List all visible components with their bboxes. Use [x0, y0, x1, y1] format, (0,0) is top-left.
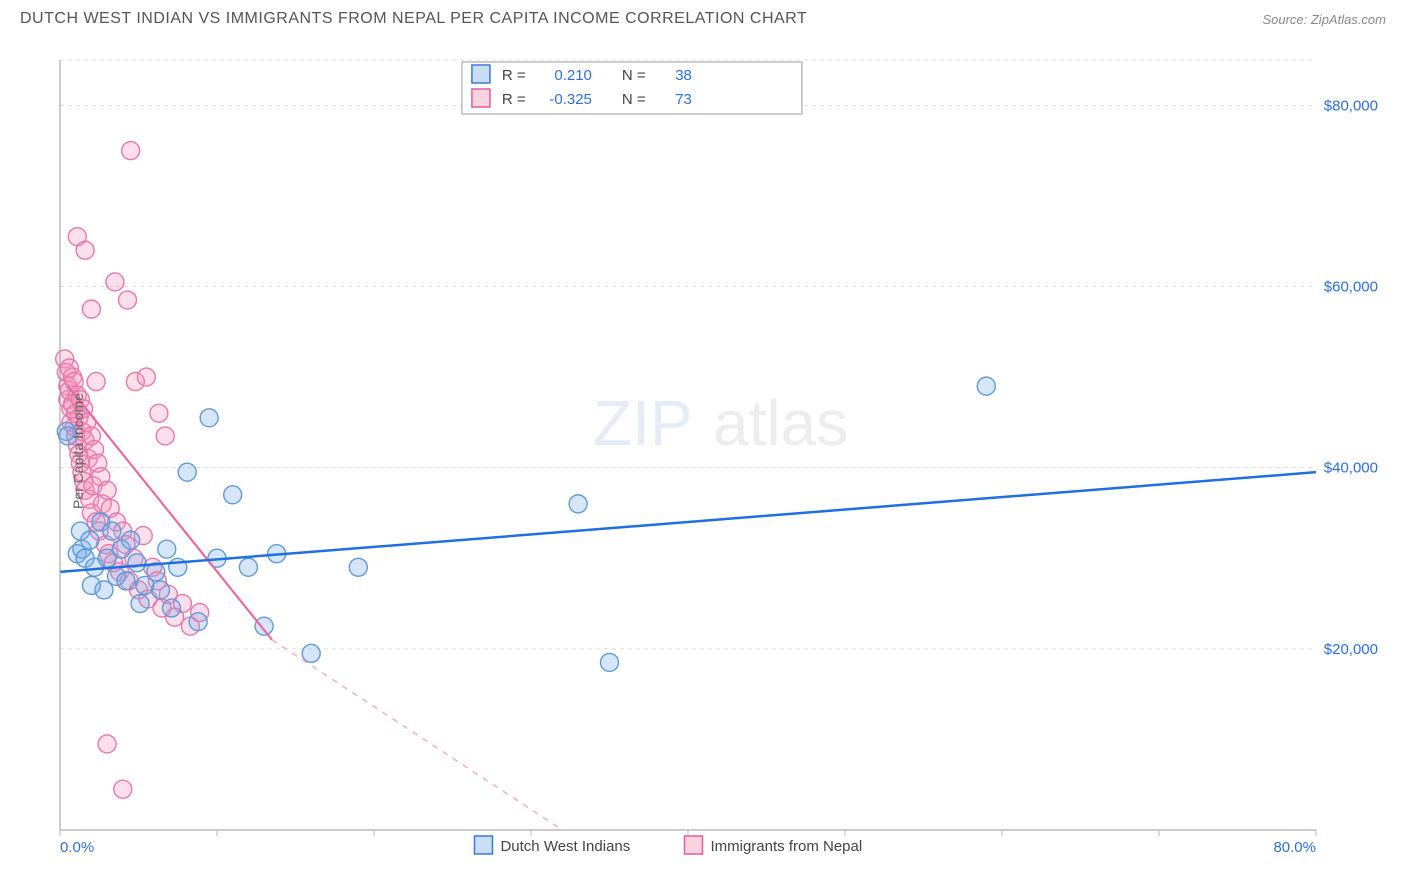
- point-pink: [76, 241, 94, 259]
- svg-text:-0.325: -0.325: [549, 91, 592, 108]
- point-blue: [81, 531, 99, 549]
- scatter-chart: ZIP atlas 0.0% 80.0% $20,000 $40,000 $60,000 $8…: [50, 40, 1386, 860]
- point-blue: [103, 522, 121, 540]
- point-blue: [189, 613, 207, 631]
- point-pink: [98, 735, 116, 753]
- point-pink: [87, 373, 105, 391]
- point-pink: [137, 368, 155, 386]
- svg-text:0.210: 0.210: [554, 67, 592, 84]
- point-blue: [349, 558, 367, 576]
- point-blue: [977, 377, 995, 395]
- point-blue: [224, 486, 242, 504]
- point-pink: [150, 404, 168, 422]
- point-blue: [302, 644, 320, 662]
- svg-text:R =: R =: [502, 67, 526, 84]
- point-blue: [200, 409, 218, 427]
- point-pink: [82, 300, 100, 318]
- svg-text:N =: N =: [622, 67, 646, 84]
- svg-text:80.0%: 80.0%: [1273, 839, 1316, 856]
- svg-text:73: 73: [675, 91, 692, 108]
- svg-text:38: 38: [675, 67, 692, 84]
- point-blue: [601, 653, 619, 671]
- point-pink: [106, 273, 124, 291]
- chart-title: DUTCH WEST INDIAN VS IMMIGRANTS FROM NEP…: [20, 10, 807, 28]
- svg-text:$20,000: $20,000: [1324, 641, 1378, 658]
- point-blue: [569, 495, 587, 513]
- point-blue: [131, 595, 149, 613]
- y-axis-label: Per Capita Income: [70, 393, 86, 509]
- svg-text:N =: N =: [622, 91, 646, 108]
- point-blue: [255, 617, 273, 635]
- source-attribution: Source: ZipAtlas.com: [1262, 12, 1386, 27]
- svg-text:0.0%: 0.0%: [60, 839, 94, 856]
- point-blue: [122, 531, 140, 549]
- watermark-zip: ZIP: [593, 387, 693, 459]
- svg-text:$60,000: $60,000: [1324, 278, 1378, 295]
- point-pink: [156, 427, 174, 445]
- point-pink: [119, 291, 137, 309]
- svg-text:$40,000: $40,000: [1324, 460, 1378, 477]
- point-blue: [239, 558, 257, 576]
- point-blue: [117, 572, 135, 590]
- point-pink: [122, 142, 140, 160]
- svg-text:R =: R =: [502, 91, 526, 108]
- chart-area: Per Capita Income ZIP atlas 0.0% 80.0% $20,0…: [50, 40, 1386, 862]
- point-pink: [114, 780, 132, 798]
- svg-text:$80,000: $80,000: [1324, 97, 1378, 114]
- point-blue: [178, 463, 196, 481]
- point-blue: [128, 554, 146, 572]
- point-blue: [158, 540, 176, 558]
- svg-text:Dutch West Indians: Dutch West Indians: [500, 838, 630, 855]
- point-blue: [151, 581, 169, 599]
- svg-text:Immigrants from Nepal: Immigrants from Nepal: [710, 838, 862, 855]
- point-pink: [98, 481, 116, 499]
- watermark-atlas: atlas: [713, 387, 848, 459]
- point-blue: [162, 599, 180, 617]
